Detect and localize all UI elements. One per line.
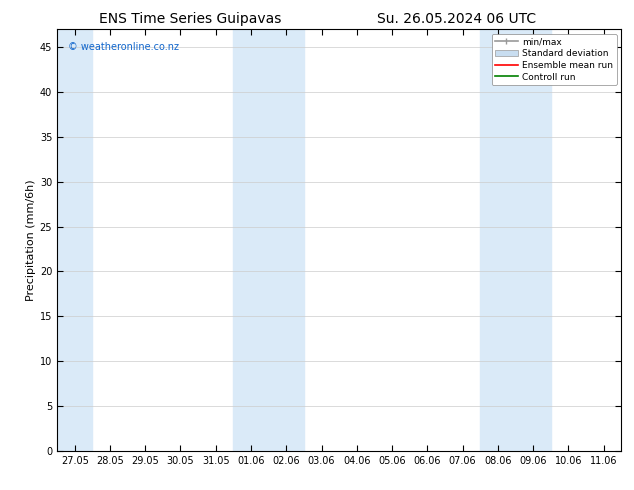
Text: © weatheronline.co.nz: © weatheronline.co.nz	[68, 42, 179, 52]
Y-axis label: Precipitation (mm/6h): Precipitation (mm/6h)	[25, 179, 36, 301]
Bar	[481, 29, 551, 451]
Text: ENS Time Series Guipavas: ENS Time Series Guipavas	[99, 12, 281, 26]
Bar	[57, 29, 93, 451]
Legend: min/max, Standard deviation, Ensemble mean run, Controll run: min/max, Standard deviation, Ensemble me…	[491, 34, 617, 85]
Text: Su. 26.05.2024 06 UTC: Su. 26.05.2024 06 UTC	[377, 12, 536, 26]
Bar	[233, 29, 304, 451]
